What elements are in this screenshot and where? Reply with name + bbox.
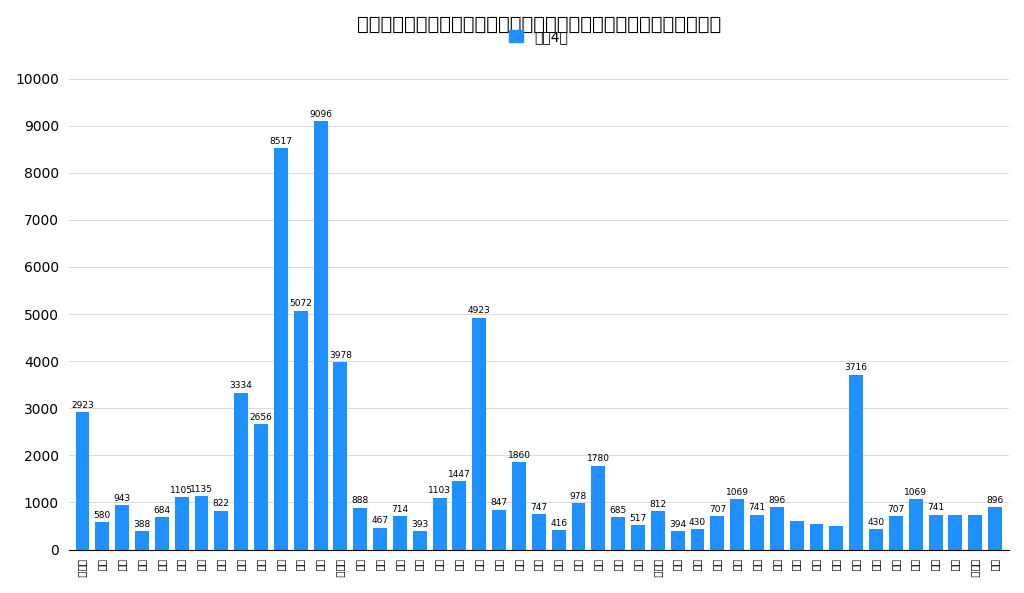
Bar [770, 508, 783, 550]
Text: 580: 580 [94, 511, 111, 520]
Text: 888: 888 [351, 496, 369, 505]
Legend: 令和4年: 令和4年 [504, 24, 573, 49]
Bar [493, 509, 506, 550]
Bar [334, 362, 347, 550]
Bar [453, 482, 466, 550]
Bar [214, 511, 228, 550]
Text: 707: 707 [887, 505, 904, 514]
Bar [531, 514, 546, 550]
Title: 訪問看護ステーションに従事する看護師数【常勤換算／都道府県別】: 訪問看護ステーションに従事する看護師数【常勤換算／都道府県別】 [356, 15, 721, 34]
Bar [393, 516, 407, 550]
Bar [512, 462, 526, 550]
Text: 430: 430 [689, 518, 707, 527]
Text: 1860: 1860 [508, 451, 530, 460]
Text: 2923: 2923 [71, 400, 94, 410]
Text: 5072: 5072 [290, 299, 312, 308]
Text: 3334: 3334 [229, 381, 253, 390]
Bar [909, 499, 923, 550]
Bar [849, 375, 863, 550]
Text: 8517: 8517 [269, 137, 293, 146]
Bar [869, 530, 883, 550]
Bar [631, 525, 645, 550]
Bar [671, 531, 685, 550]
Bar [751, 515, 764, 550]
Bar [135, 531, 148, 550]
Text: 1069: 1069 [904, 488, 928, 497]
Text: 707: 707 [709, 505, 726, 514]
Text: 741: 741 [927, 503, 944, 512]
Text: 467: 467 [372, 516, 389, 525]
Bar [988, 508, 1002, 550]
Bar [155, 517, 169, 550]
Text: 978: 978 [569, 492, 587, 501]
Text: 685: 685 [609, 506, 627, 515]
Bar [829, 526, 844, 550]
Bar [571, 503, 586, 550]
Text: 684: 684 [154, 506, 170, 515]
Bar [433, 498, 446, 550]
Bar [413, 531, 427, 550]
Text: 1447: 1447 [449, 470, 471, 479]
Bar [294, 311, 307, 550]
Text: 430: 430 [867, 518, 885, 527]
Bar [313, 121, 328, 550]
Text: 847: 847 [490, 498, 508, 507]
Bar [711, 517, 724, 550]
Text: 714: 714 [391, 505, 409, 514]
Text: 394: 394 [669, 519, 686, 528]
Bar [889, 517, 903, 550]
Text: 1103: 1103 [428, 486, 452, 495]
Bar [552, 530, 565, 550]
Text: 2656: 2656 [250, 413, 272, 422]
Bar [651, 511, 665, 550]
Text: 1105: 1105 [170, 486, 194, 495]
Bar [592, 466, 605, 550]
Bar [611, 517, 625, 550]
Text: 896: 896 [986, 496, 1004, 505]
Bar [472, 318, 486, 550]
Bar [969, 515, 982, 550]
Bar [929, 515, 942, 550]
Bar [373, 528, 387, 550]
Text: 4923: 4923 [468, 307, 490, 315]
Bar [810, 524, 823, 550]
Text: 9096: 9096 [309, 110, 332, 119]
Bar [353, 508, 368, 550]
Bar [195, 496, 209, 550]
Text: 896: 896 [768, 496, 785, 505]
Bar [730, 499, 744, 550]
Text: 388: 388 [133, 520, 151, 529]
Text: 1780: 1780 [587, 454, 610, 463]
Bar [95, 522, 110, 550]
Text: 1069: 1069 [726, 488, 749, 497]
Bar [254, 425, 268, 550]
Bar [76, 412, 89, 550]
Bar [790, 521, 804, 550]
Text: 741: 741 [749, 503, 766, 512]
Bar [274, 148, 288, 550]
Text: 1135: 1135 [190, 484, 213, 494]
Text: 3716: 3716 [845, 363, 867, 372]
Text: 822: 822 [213, 499, 229, 508]
Text: 517: 517 [630, 514, 646, 523]
Bar [234, 393, 248, 550]
Text: 416: 416 [550, 519, 567, 528]
Bar [116, 505, 129, 550]
Text: 393: 393 [411, 519, 428, 529]
Bar [175, 498, 188, 550]
Text: 943: 943 [114, 494, 131, 503]
Bar [948, 515, 963, 550]
Text: 3978: 3978 [329, 351, 352, 360]
Bar [690, 530, 705, 550]
Text: 747: 747 [530, 503, 548, 512]
Text: 812: 812 [649, 500, 667, 509]
